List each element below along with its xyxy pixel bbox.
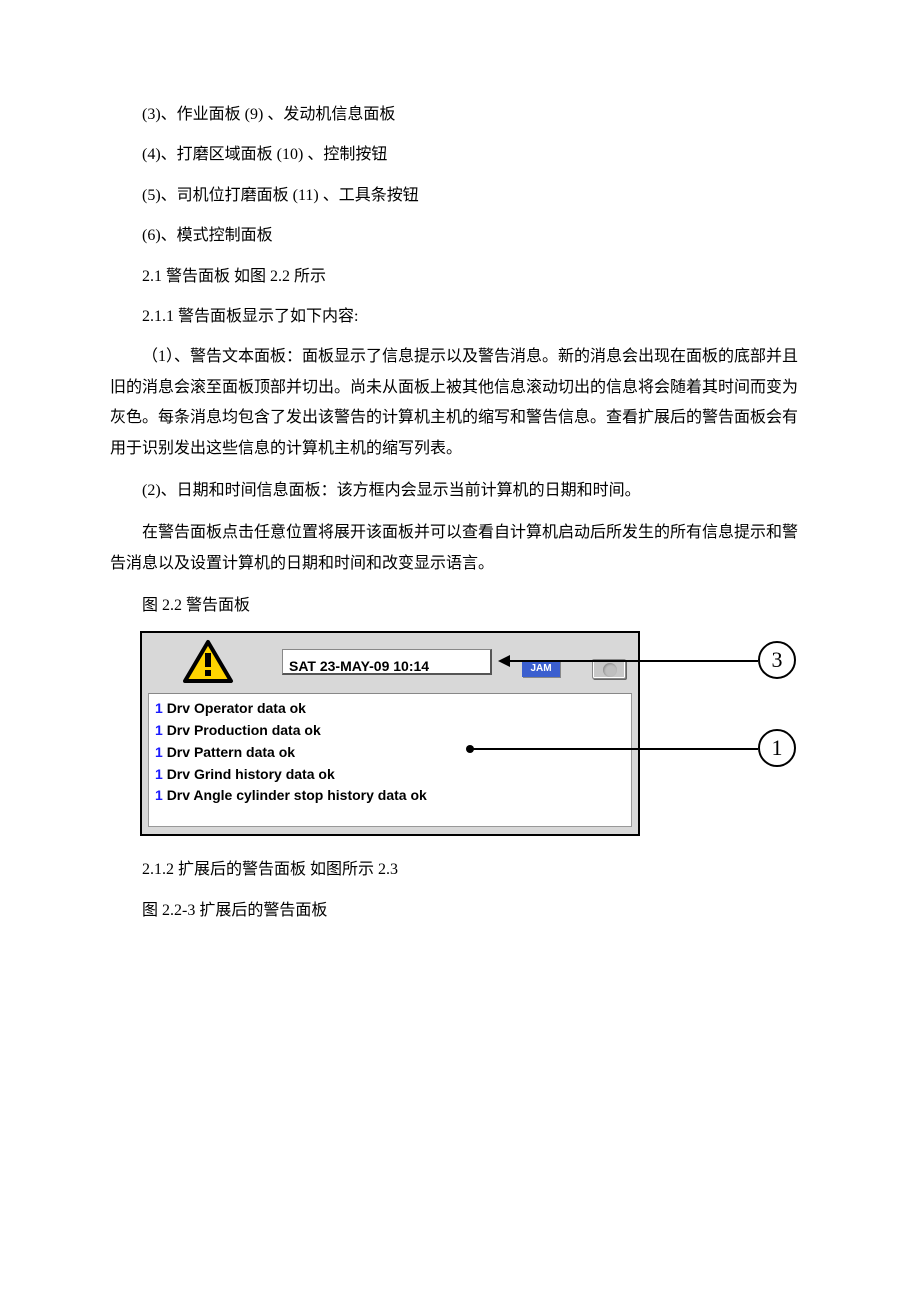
figure-2-2-caption: 图 2.2 警告面板 (110, 591, 810, 621)
warning-message-list[interactable]: 1 Drv Operator data ok 1 Drv Production … (148, 693, 632, 827)
section-2-1: 2.1 警告面板 如图 2.2 所示 (110, 262, 810, 292)
message-row: 1 Drv Pattern data ok (155, 742, 625, 764)
section-2-1-1: 2.1.1 警告面板显示了如下内容: (110, 302, 810, 332)
warning-icon (182, 639, 234, 685)
datetime-display[interactable]: SAT 23-MAY-09 10:14 (282, 649, 492, 675)
paragraph-expand-note: 在警告面板点击任意位置将展开该面板并可以查看自计算机启动后所发生的所有信息提示和… (110, 518, 810, 579)
item-6: (6)、模式控制面板 (110, 221, 810, 251)
message-row: 1 Drv Production data ok (155, 720, 625, 742)
figure-2-2: www.bdocx.com SAT 23-MAY-09 10:14 JAM 1 … (110, 631, 810, 841)
language-button[interactable] (592, 659, 626, 679)
section-2-1-2: 2.1.2 扩展后的警告面板 如图所示 2.3 (110, 855, 810, 885)
language-flag[interactable]: JAM (522, 661, 560, 677)
paragraph-warning-text-panel: （1）、警告文本面板：面板显示了信息提示以及警告消息。新的消息会出现在面板的底部… (110, 342, 810, 464)
callout-1: 1 (758, 729, 796, 767)
warning-panel-header: SAT 23-MAY-09 10:14 JAM (142, 633, 638, 693)
message-row: 1 Drv Grind history data ok (155, 764, 625, 786)
item-4: (4)、打磨区域面板 (10) 、控制按钮 (110, 140, 810, 170)
callout-3-line (508, 660, 758, 662)
message-row: 1 Drv Operator data ok (155, 698, 625, 720)
paragraph-datetime-panel: (2)、日期和时间信息面板：该方框内会显示当前计算机的日期和时间。 (110, 476, 810, 506)
item-3: (3)、作业面板 (9) 、发动机信息面板 (110, 100, 810, 130)
item-5: (5)、司机位打磨面板 (11) 、工具条按钮 (110, 181, 810, 211)
callout-3: 3 (758, 641, 796, 679)
figure-2-2-3-caption: 图 2.2-3 扩展后的警告面板 (110, 896, 810, 926)
callout-1-line (472, 748, 758, 750)
message-row: 1 Drv Angle cylinder stop history data o… (155, 785, 625, 807)
